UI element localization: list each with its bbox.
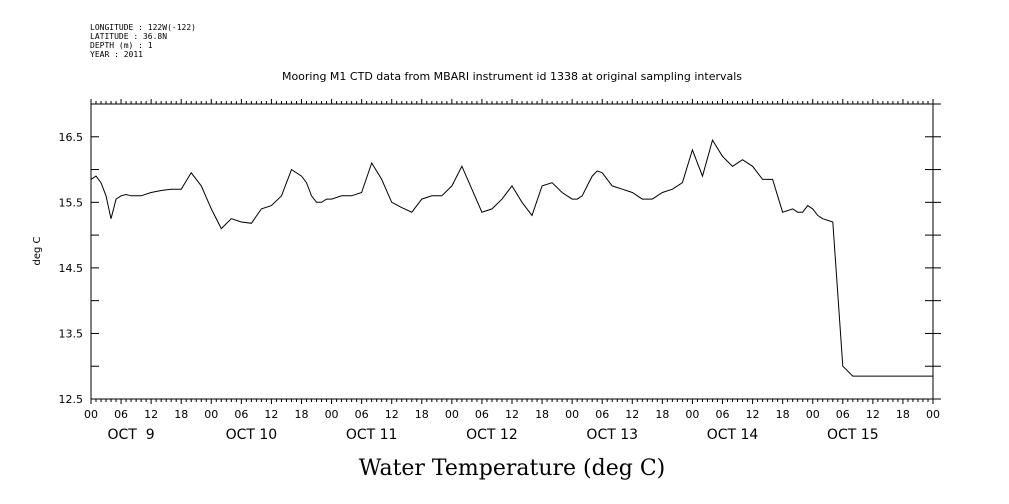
latitude-label: LATITUDE : 36.8N [90,32,168,41]
y-axis-label: deg C [32,236,43,265]
longitude-label: LONGITUDE : 122W(-122) [90,23,196,32]
x-tick-labels: 00 06 12 18 00 06 12 18 00 06 12 18 00 06 12 18 00 06 12 18… [84,408,940,421]
x-tick-label: 18 [535,408,549,421]
x-tick-label: 12 [144,408,158,421]
x-tick-label: 12 [505,408,519,421]
y-tick-label: 14.5 [59,262,84,275]
x-tick-label: 18 [776,408,790,421]
y-tick-label: 15.5 [59,196,84,209]
depth-label: DEPTH (m) : 1 [90,41,153,50]
x-tick-label: 12 [625,408,639,421]
x-tick-label: 00 [325,408,339,421]
x-tick-label: 18 [896,408,910,421]
metadata-block: LONGITUDE : 122W(-122) LATITUDE : 36.8N … [90,23,196,59]
year-label: YEAR : 2011 [90,50,143,59]
day-label: OCT 14 [707,427,759,443]
day-label: OCT 15 [827,427,879,443]
y-tick-label: 13.5 [59,327,84,340]
x-tick-label: 00 [806,408,820,421]
x-tick-label: 18 [295,408,309,421]
x-tick-label: 18 [655,408,669,421]
x-tick-label: 06 [234,408,248,421]
x-tick-label: 12 [385,408,399,421]
x-tick-label: 06 [114,408,128,421]
day-label: OCT 10 [226,427,278,443]
x-tick-label: 06 [475,408,489,421]
day-label: OCT 13 [586,427,638,443]
x-tick-label: 06 [355,408,369,421]
x-tick-label: 00 [565,408,579,421]
x-tick-label: 12 [866,408,880,421]
x-tick-label: 00 [926,408,940,421]
x-tick-label: 00 [685,408,699,421]
day-labels: OCT 9 OCT 10 OCT 11 OCT 12 OCT 13 OCT 14 OCT 1… [108,427,879,443]
day-label: OCT 12 [466,427,518,443]
x-tick-label: 18 [415,408,429,421]
x-tick-label: 12 [746,408,760,421]
day-label: OCT 11 [346,427,398,443]
x-tick-label: 06 [716,408,730,421]
x-tick-label: 00 [84,408,98,421]
temperature-series-line [90,138,933,377]
x-axis-label: Water Temperature (deg C) [359,456,666,481]
x-tick-label: 00 [204,408,218,421]
x-tick-label: 00 [445,408,459,421]
day-label: OCT 9 [108,427,155,443]
y-tick-label: 12.5 [59,393,84,406]
x-tick-label: 06 [595,408,609,421]
axis-ticks [90,99,941,404]
plot-frame [90,103,934,400]
x-tick-label: 12 [264,408,278,421]
chart-title: Mooring M1 CTD data from MBARI instrumen… [282,70,742,83]
x-tick-label: 18 [174,408,188,421]
y-tick-label: 16.5 [59,131,84,144]
x-tick-label: 06 [836,408,850,421]
y-tick-labels: 12.5 13.5 14.5 15.5 16.5 [59,131,84,406]
